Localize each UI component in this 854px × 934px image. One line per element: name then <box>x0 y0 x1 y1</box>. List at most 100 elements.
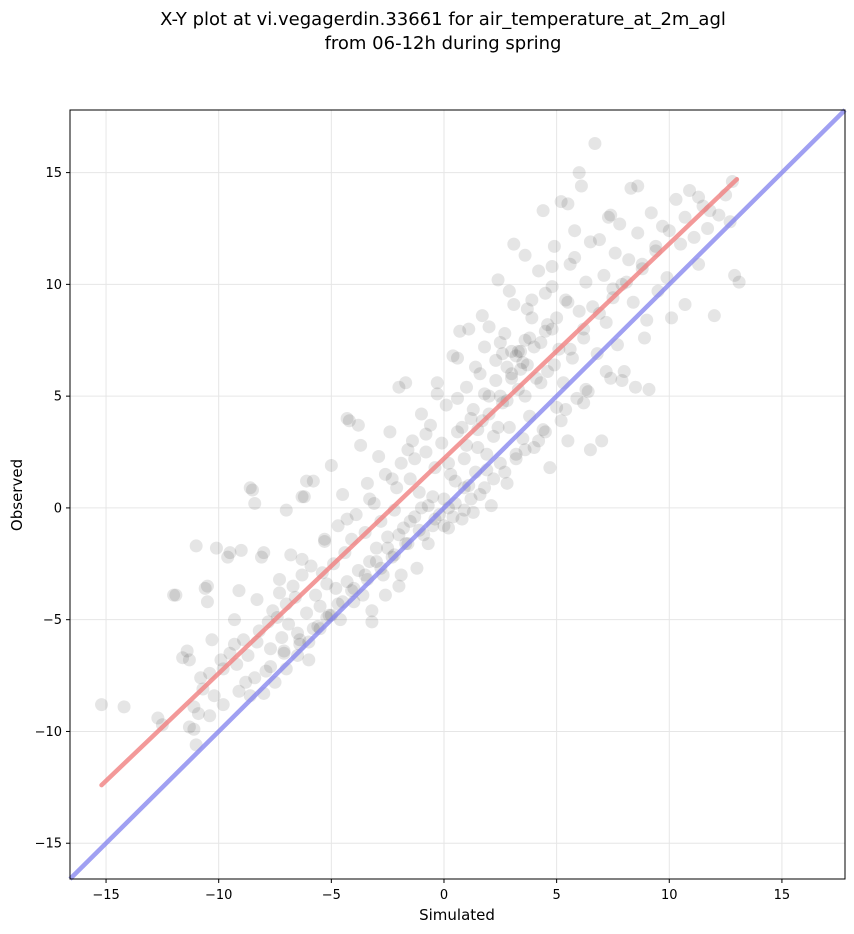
data-point <box>583 235 597 249</box>
data-point <box>532 264 546 278</box>
data-point <box>464 411 478 425</box>
data-point <box>378 467 392 481</box>
data-point <box>446 510 460 524</box>
data-point <box>336 488 350 501</box>
data-point <box>595 434 609 448</box>
data-point <box>390 481 404 495</box>
x-tick-label: 15 <box>774 888 791 903</box>
data-point <box>306 474 320 488</box>
data-point <box>577 396 591 410</box>
data-point <box>466 403 480 417</box>
data-point <box>631 226 645 240</box>
data-point <box>232 584 246 598</box>
data-point <box>520 358 534 372</box>
data-point <box>728 268 742 282</box>
data-point <box>561 197 575 211</box>
data-point <box>250 593 264 607</box>
data-point <box>410 561 424 575</box>
data-point <box>392 528 406 542</box>
y-tick-label: 10 <box>45 278 62 293</box>
data-point <box>408 510 422 524</box>
data-point <box>457 503 471 517</box>
data-point <box>701 221 715 235</box>
data-point <box>732 275 746 289</box>
data-point <box>541 318 555 332</box>
data-point <box>493 335 507 349</box>
data-point <box>561 295 575 309</box>
data-point <box>191 707 205 721</box>
data-point <box>363 555 377 569</box>
data-point <box>264 642 278 656</box>
x-tick-label: −10 <box>205 888 232 903</box>
data-point <box>223 546 237 560</box>
data-point <box>282 617 296 631</box>
data-point <box>487 472 501 486</box>
data-point <box>509 452 523 466</box>
data-point <box>604 208 618 222</box>
data-point <box>491 420 505 434</box>
data-point <box>95 698 109 712</box>
data-point <box>554 414 568 428</box>
data-point <box>189 539 203 553</box>
data-point <box>496 347 510 361</box>
data-point <box>511 344 525 358</box>
data-point <box>563 257 577 271</box>
data-point <box>457 452 471 466</box>
data-point <box>273 586 287 600</box>
data-point <box>640 313 654 327</box>
data-point <box>554 195 568 209</box>
data-point <box>687 230 701 244</box>
data-point <box>572 304 586 318</box>
data-point <box>500 360 514 374</box>
data-point <box>200 579 214 593</box>
data-point <box>577 331 591 345</box>
data-point <box>295 552 309 566</box>
data-point <box>570 391 584 405</box>
data-point <box>405 434 419 448</box>
data-point <box>613 217 627 231</box>
data-point <box>300 474 314 488</box>
data-point <box>628 380 642 394</box>
data-point <box>538 286 552 300</box>
data-point <box>489 373 503 387</box>
data-point <box>656 219 670 233</box>
data-point <box>354 438 368 452</box>
data-point <box>475 309 489 323</box>
data-point <box>295 568 309 582</box>
data-point <box>259 664 273 678</box>
data-point <box>518 333 532 347</box>
data-point <box>599 365 613 379</box>
data-point <box>437 519 451 533</box>
data-point <box>421 499 435 513</box>
y-axis-ticks: −15 −10 −5 0 5 10 15 <box>35 166 70 852</box>
data-point <box>358 568 372 582</box>
data-point <box>471 441 485 455</box>
data-point <box>284 548 298 562</box>
y-tick-label: 5 <box>54 390 62 405</box>
data-point <box>617 365 631 379</box>
data-point <box>216 698 230 712</box>
data-point <box>367 496 381 510</box>
data-point <box>599 315 613 329</box>
data-point <box>581 385 595 399</box>
data-point <box>473 367 487 381</box>
data-point <box>394 456 408 470</box>
data-point <box>608 246 622 260</box>
y-tick-label: −15 <box>35 837 62 852</box>
data-point <box>182 653 196 667</box>
data-point <box>236 633 250 647</box>
data-point <box>187 700 201 714</box>
data-point <box>498 327 512 341</box>
data-point <box>637 331 651 345</box>
data-point <box>545 259 559 273</box>
data-point <box>151 711 165 725</box>
data-point <box>509 447 523 461</box>
data-point <box>300 606 314 620</box>
data-point <box>624 181 638 195</box>
y-tick-label: −5 <box>43 613 62 628</box>
data-point <box>505 367 519 381</box>
data-point <box>243 481 257 495</box>
data-point <box>464 492 478 506</box>
data-point <box>198 581 212 595</box>
data-point <box>372 449 386 463</box>
